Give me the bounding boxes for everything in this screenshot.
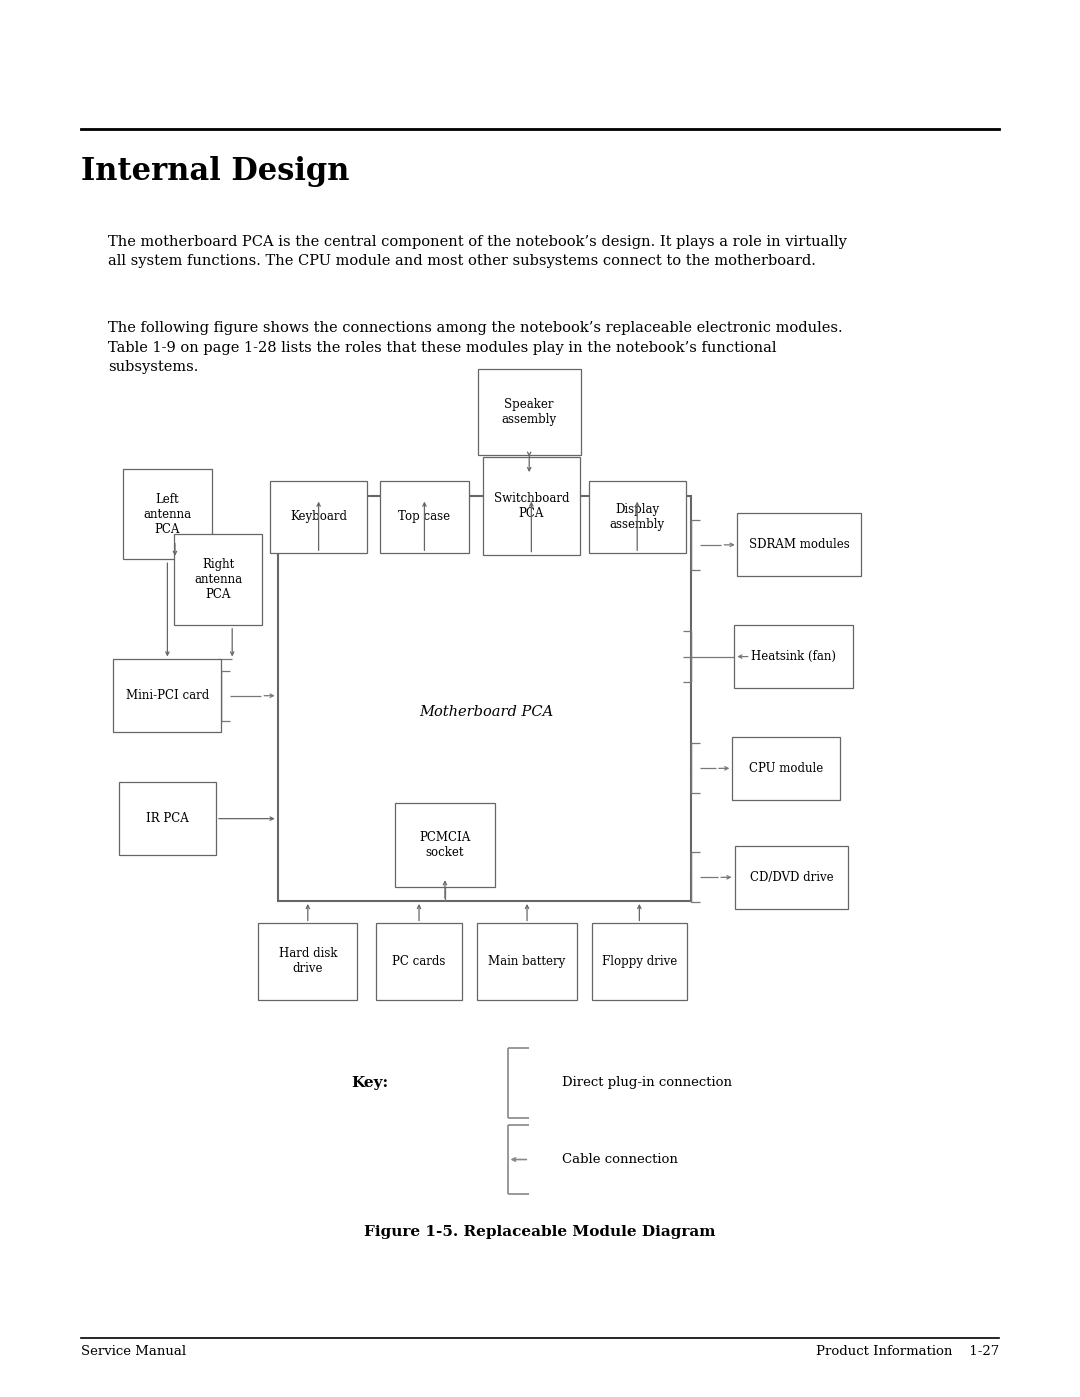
FancyBboxPatch shape xyxy=(734,847,849,909)
Text: SDRAM modules: SDRAM modules xyxy=(748,538,850,552)
Text: Key:: Key: xyxy=(352,1076,389,1090)
Text: Mini-PCI card: Mini-PCI card xyxy=(125,689,210,703)
FancyBboxPatch shape xyxy=(732,738,840,800)
Text: CD/DVD drive: CD/DVD drive xyxy=(750,870,834,884)
Text: Top case: Top case xyxy=(399,510,450,524)
Text: CPU module: CPU module xyxy=(750,761,823,775)
FancyBboxPatch shape xyxy=(380,481,469,553)
Text: Internal Design: Internal Design xyxy=(81,156,350,187)
FancyBboxPatch shape xyxy=(483,457,580,555)
Text: Motherboard PCA: Motherboard PCA xyxy=(419,705,553,719)
Text: Figure 1-5. Replaceable Module Diagram: Figure 1-5. Replaceable Module Diagram xyxy=(364,1225,716,1239)
FancyBboxPatch shape xyxy=(734,626,853,687)
FancyBboxPatch shape xyxy=(258,922,357,1000)
FancyBboxPatch shape xyxy=(119,782,216,855)
Text: PC cards: PC cards xyxy=(392,954,446,968)
Text: Left
antenna
PCA: Left antenna PCA xyxy=(144,493,191,535)
Text: The following figure shows the connections among the notebook’s replaceable elec: The following figure shows the connectio… xyxy=(108,321,842,374)
Text: Floppy drive: Floppy drive xyxy=(602,954,677,968)
FancyBboxPatch shape xyxy=(477,922,577,1000)
FancyBboxPatch shape xyxy=(376,922,462,1000)
FancyBboxPatch shape xyxy=(113,659,221,732)
Text: PCMCIA
socket: PCMCIA socket xyxy=(419,831,471,859)
Text: Right
antenna
PCA: Right antenna PCA xyxy=(194,559,242,601)
FancyBboxPatch shape xyxy=(174,535,262,626)
Text: IR PCA: IR PCA xyxy=(146,812,189,826)
Text: The motherboard PCA is the central component of the notebook’s design. It plays : The motherboard PCA is the central compo… xyxy=(108,235,847,268)
Text: Heatsink (fan): Heatsink (fan) xyxy=(752,650,836,664)
FancyBboxPatch shape xyxy=(395,803,495,887)
Text: Switchboard
PCA: Switchboard PCA xyxy=(494,492,569,520)
Text: Main battery: Main battery xyxy=(488,954,566,968)
Text: Speaker
assembly: Speaker assembly xyxy=(501,398,557,426)
FancyBboxPatch shape xyxy=(123,468,212,559)
FancyBboxPatch shape xyxy=(589,481,686,553)
Text: Direct plug-in connection: Direct plug-in connection xyxy=(562,1076,731,1090)
Text: Hard disk
drive: Hard disk drive xyxy=(279,947,337,975)
FancyBboxPatch shape xyxy=(592,922,687,1000)
Text: Service Manual: Service Manual xyxy=(81,1345,186,1358)
FancyBboxPatch shape xyxy=(477,369,581,455)
Text: Cable connection: Cable connection xyxy=(562,1153,677,1166)
Text: Keyboard: Keyboard xyxy=(291,510,347,524)
Text: Product Information    1-27: Product Information 1-27 xyxy=(815,1345,999,1358)
Text: Display
assembly: Display assembly xyxy=(609,503,665,531)
Bar xyxy=(278,496,691,901)
FancyBboxPatch shape xyxy=(270,481,367,553)
FancyBboxPatch shape xyxy=(737,513,862,576)
